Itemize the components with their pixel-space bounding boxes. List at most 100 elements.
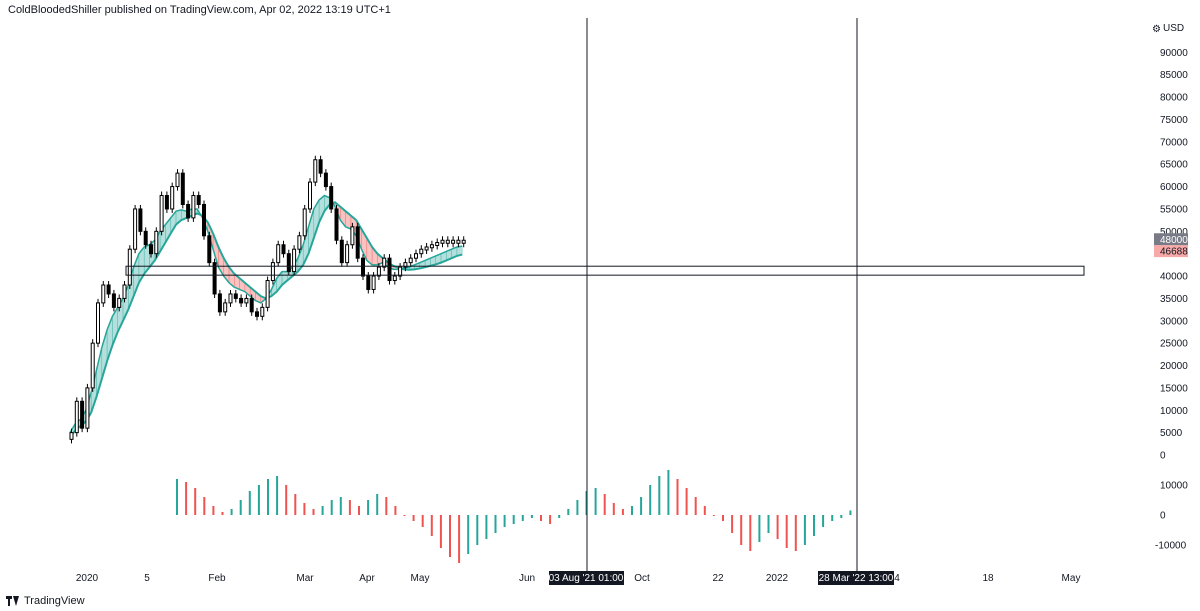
histogram-bar [740, 515, 743, 545]
candle-body [366, 275, 371, 290]
candle-body [398, 266, 403, 277]
candle-body [249, 297, 254, 313]
price-tick-label: 60000 [1160, 182, 1188, 193]
histogram-bar [576, 500, 579, 515]
price-tick-label: 80000 [1160, 93, 1188, 104]
time-tick-label: May [1062, 573, 1081, 584]
candle-body [323, 172, 328, 188]
crosshair-lines [586, 18, 858, 572]
candle-body [318, 159, 323, 174]
histogram-bar [840, 515, 843, 518]
price-tick-label: 55000 [1160, 204, 1188, 215]
candle-body [276, 244, 281, 264]
histogram-bar [776, 515, 779, 539]
candle-body [212, 262, 217, 295]
histogram-bar [330, 500, 333, 515]
settings-icon: ⚙ [1152, 24, 1161, 35]
time-tick-label: 22 [712, 573, 724, 584]
candle-body [202, 203, 206, 237]
candle-body [255, 311, 259, 317]
histogram-bar [722, 515, 724, 521]
candle-body [170, 186, 175, 210]
histogram-bar [285, 485, 288, 515]
candle-body [265, 280, 270, 308]
histogram-bar [212, 506, 215, 515]
price-tick-label: 5000 [1160, 428, 1183, 439]
candle-body [133, 208, 138, 250]
time-tick-label: 2022 [766, 573, 789, 584]
candle-body [154, 230, 159, 255]
histogram-bar [521, 515, 524, 521]
histogram-bar [512, 515, 515, 524]
candle-body [175, 172, 180, 188]
candle-body [329, 186, 334, 210]
oscillator-tick-label: -10000 [1155, 541, 1187, 552]
candle-body [292, 248, 297, 273]
candle-body [69, 432, 74, 440]
candle-body [435, 242, 440, 246]
histogram-bar [785, 515, 788, 548]
candle-body [111, 293, 116, 308]
candle-body [191, 195, 196, 219]
time-tick-label: Jun [519, 573, 535, 584]
histogram-bar [612, 503, 615, 515]
histogram-bar [849, 510, 852, 515]
histogram-bar [294, 494, 297, 515]
candle-body [74, 400, 79, 434]
candle-body [149, 244, 153, 255]
candle-body [414, 253, 418, 259]
price-tick-label: 25000 [1160, 339, 1188, 350]
histogram-bar [439, 515, 442, 548]
candle-body [260, 306, 265, 317]
candle-body [456, 239, 461, 244]
time-tick-label: Oct [634, 573, 650, 584]
candle-body [90, 342, 95, 389]
histogram-bar [494, 515, 497, 533]
histogram-bar [267, 479, 269, 515]
histogram-bar [731, 515, 734, 533]
time-axis: 2020 5 Feb Mar Apr May Jun Oct 22 2022 4 18 May [76, 573, 1081, 584]
candle-body [143, 230, 148, 246]
histogram-bar [321, 506, 324, 515]
histogram-bar [376, 494, 379, 515]
candle-body [424, 246, 429, 251]
histogram-bar [649, 485, 652, 515]
histogram-bar [358, 506, 360, 515]
histogram-bar [631, 506, 633, 515]
price-tick-label: 20000 [1160, 361, 1188, 372]
candle-body [164, 195, 169, 210]
footer-brand: TradingView [24, 595, 85, 607]
tradingview-logo-icon [6, 596, 20, 606]
candle-body [85, 387, 90, 429]
histogram-bar [694, 497, 697, 515]
price-label-bottom-bg [1154, 245, 1188, 258]
candle-body [419, 248, 424, 255]
candle-body [96, 302, 100, 344]
histogram-bar [758, 515, 761, 542]
candle-body [244, 297, 249, 304]
candle-body [451, 239, 456, 244]
price-tick-label: 10000 [1160, 406, 1188, 417]
histogram-bar [767, 515, 770, 533]
ribbon-fast-line [69, 194, 463, 434]
ribbon-slow-line [69, 201, 463, 438]
histogram-bar [822, 515, 825, 527]
price-tick-label: 40000 [1160, 272, 1188, 283]
candle-body [80, 400, 85, 429]
chart-header: ColdBloodedShiller published on TradingV… [8, 4, 391, 16]
support-box[interactable] [125, 265, 1085, 276]
histogram-bar [658, 476, 661, 515]
candle-body [127, 248, 132, 286]
price-axis: 90000 85000 80000 75000 70000 65000 60000 55000… [1152, 23, 1188, 462]
histogram-bar [248, 491, 251, 515]
candle-body [106, 284, 111, 295]
histogram-bar [476, 515, 479, 545]
crosshair-label-right: 28 Mar '22 13:00 [819, 573, 894, 584]
histogram-bar [703, 506, 706, 515]
histogram-bar [303, 503, 306, 515]
footer[interactable]: TradingView [6, 595, 85, 607]
histogram-bar [503, 515, 506, 527]
histogram-bar [348, 500, 351, 515]
histogram-bar [394, 506, 397, 515]
